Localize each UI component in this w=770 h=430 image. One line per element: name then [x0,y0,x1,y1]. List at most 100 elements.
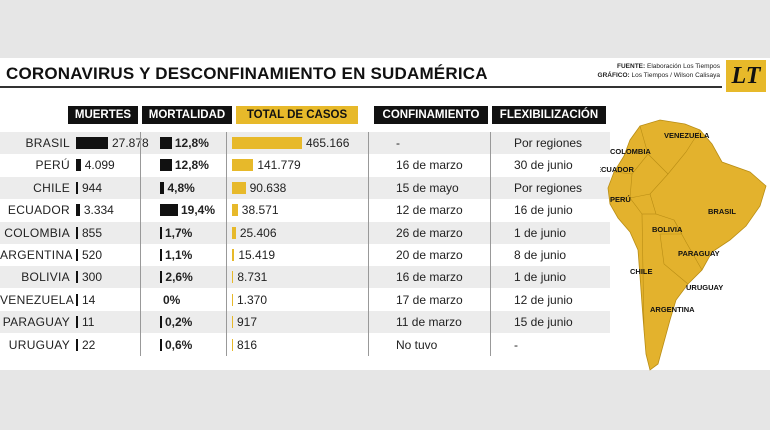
country-name: CHILE [33,180,70,195]
cases-bar [232,137,302,149]
table-row: CHILE 944 4,8% 90.638 15 de mayo Por regiones [0,176,610,199]
graphic-value: Los Tiempos / Wilson Calisaya [631,72,720,79]
cases-value: 25.406 [239,225,277,240]
column-separator [226,132,227,356]
source-label: FUENTE: [617,63,646,70]
deaths-value: 520 [82,248,103,262]
credits: FUENTE: Elaboración Los Tiempos GRÁFICO:… [560,62,720,80]
table-row: COLOMBIA 855 1,7% 25.406 26 de marzo 1 de jun… [0,221,610,244]
mortality-value: 1,7% [165,225,193,240]
cases-bar [232,293,233,306]
map-label-country: BOLIVIA [652,225,683,234]
country-name: BOLIVIA [21,270,70,285]
mortality-value: 2,6% [165,270,193,285]
confinement-date: - [396,136,400,150]
deaths-bar [76,249,78,261]
mortality-bar [160,181,165,194]
mortality-bar [160,249,162,261]
table-row: BOLIVIA 300 2,6% 8.731 16 de marzo 1 de junio [0,266,610,289]
country-name: URUGUAY [8,337,70,352]
graphic-label: GRÁFICO: [597,72,630,79]
table-row: URUGUAY 22 0,6% 816 No tuvo - [0,334,610,356]
deaths-value: 27.878 [112,136,149,150]
header-confinamiento: CONFINAMIENTO [374,106,488,124]
country-name: PARAGUAY [2,315,70,330]
mortality-value: 12,8% [174,136,209,150]
cases-bar [232,226,236,239]
cases-value: 1.370 [237,292,268,307]
country-name: ECUADOR [7,203,70,218]
cases-value: 90.638 [249,180,287,195]
confinement-date: 16 de marzo [396,270,463,285]
mortality-bar [160,137,172,149]
deaths-bar [76,204,80,217]
header-mortalidad: MORTALIDAD [142,106,232,124]
map-label-country: CHILE [630,267,653,276]
cases-value: 15.419 [238,248,276,262]
mortality-value: 1,1% [165,248,193,262]
cases-bar [232,181,246,194]
deaths-value: 11 [82,315,95,330]
table-row: ARGENTINA 520 1,1% 15.419 20 de marzo 8 de ju… [0,244,610,266]
column-separator [490,132,491,356]
column-separator [368,132,369,356]
deaths-bar [76,181,78,194]
flexibilization-date: 1 de junio [514,270,567,285]
confinement-date: 20 de marzo [396,248,463,262]
table-row: VENEZUELA 14 0% 1.370 17 de marzo 12 de junio [0,289,610,311]
confinement-date: 11 de marzo [396,315,462,330]
table-row: PERÚ 4.099 12,8% 141.779 16 de marzo 30 de ju… [0,154,610,176]
flexibilization-date: Por regiones [514,136,583,150]
flexibilization-date: 12 de junio [514,292,573,307]
country-name: BRASIL [25,136,70,150]
deaths-bar [76,137,108,149]
confinement-date: 16 de marzo [396,158,463,173]
map-label-country: VENEZUELA [664,131,710,140]
country-name: COLOMBIA [4,225,70,240]
confinement-date: No tuvo [396,337,438,352]
cases-bar [232,159,254,172]
mortality-value: 0,6% [165,337,193,352]
mortality-bar [160,338,162,351]
deaths-bar [76,159,81,172]
deaths-value: 4.099 [84,158,115,173]
confinement-date: 17 de marzo [396,292,463,307]
header-muertes: MUERTES [68,106,138,124]
deaths-value: 300 [82,270,103,285]
confinement-date: 12 de marzo [396,203,463,218]
mortality-bar [160,271,163,284]
source-value: Elaboración Los Tiempos [647,63,720,70]
mortality-value: 0% [163,292,181,307]
map-label-country: PERÚ [610,195,631,204]
deaths-value: 855 [82,225,103,240]
south-america-map: VENEZUELA COLOMBIA ECUADOR PERÚ BRASIL BOLIVI… [600,119,767,371]
infographic-card: CORONAVIRUS Y DESCONFINAMIENTO EN SUDAMÉ… [0,58,770,371]
map-label-country: COLOMBIA [610,147,651,156]
cases-value: 816 [237,337,258,352]
table-row: ECUADOR 3.334 19,4% 38.571 12 de marzo 16 de … [0,199,610,221]
deaths-bar [76,316,78,329]
newspaper-logo: LT [726,60,766,92]
map-label-country: ECUADOR [600,165,635,174]
cases-value: 8.731 [237,270,268,285]
mortality-bar [160,159,172,172]
mortality-bar [160,204,178,217]
mortality-bar [160,226,162,239]
header-flexibilizacion: FLEXIBILIZACIÓN [492,106,606,124]
mortality-bar [160,316,162,329]
flexibilization-date: 8 de junio [514,248,567,262]
deaths-value: 3.334 [83,203,114,218]
cases-bar [232,271,234,284]
map-label-country: URUGUAY [686,283,723,292]
flexibilization-date: 30 de junio [514,158,573,173]
mortality-value: 19,4% [181,203,216,218]
deaths-value: 14 [82,292,96,307]
deaths-bar [76,226,78,239]
flexibilization-date: Por regiones [514,180,583,195]
deaths-bar [76,293,78,306]
country-name: ARGENTINA [0,248,73,262]
mortality-value: 12,8% [174,158,209,173]
cases-bar [232,249,235,261]
table-row: BRASIL 27.878 12,8% 465.166 - Por regiones [0,132,610,154]
deaths-bar [76,271,78,284]
